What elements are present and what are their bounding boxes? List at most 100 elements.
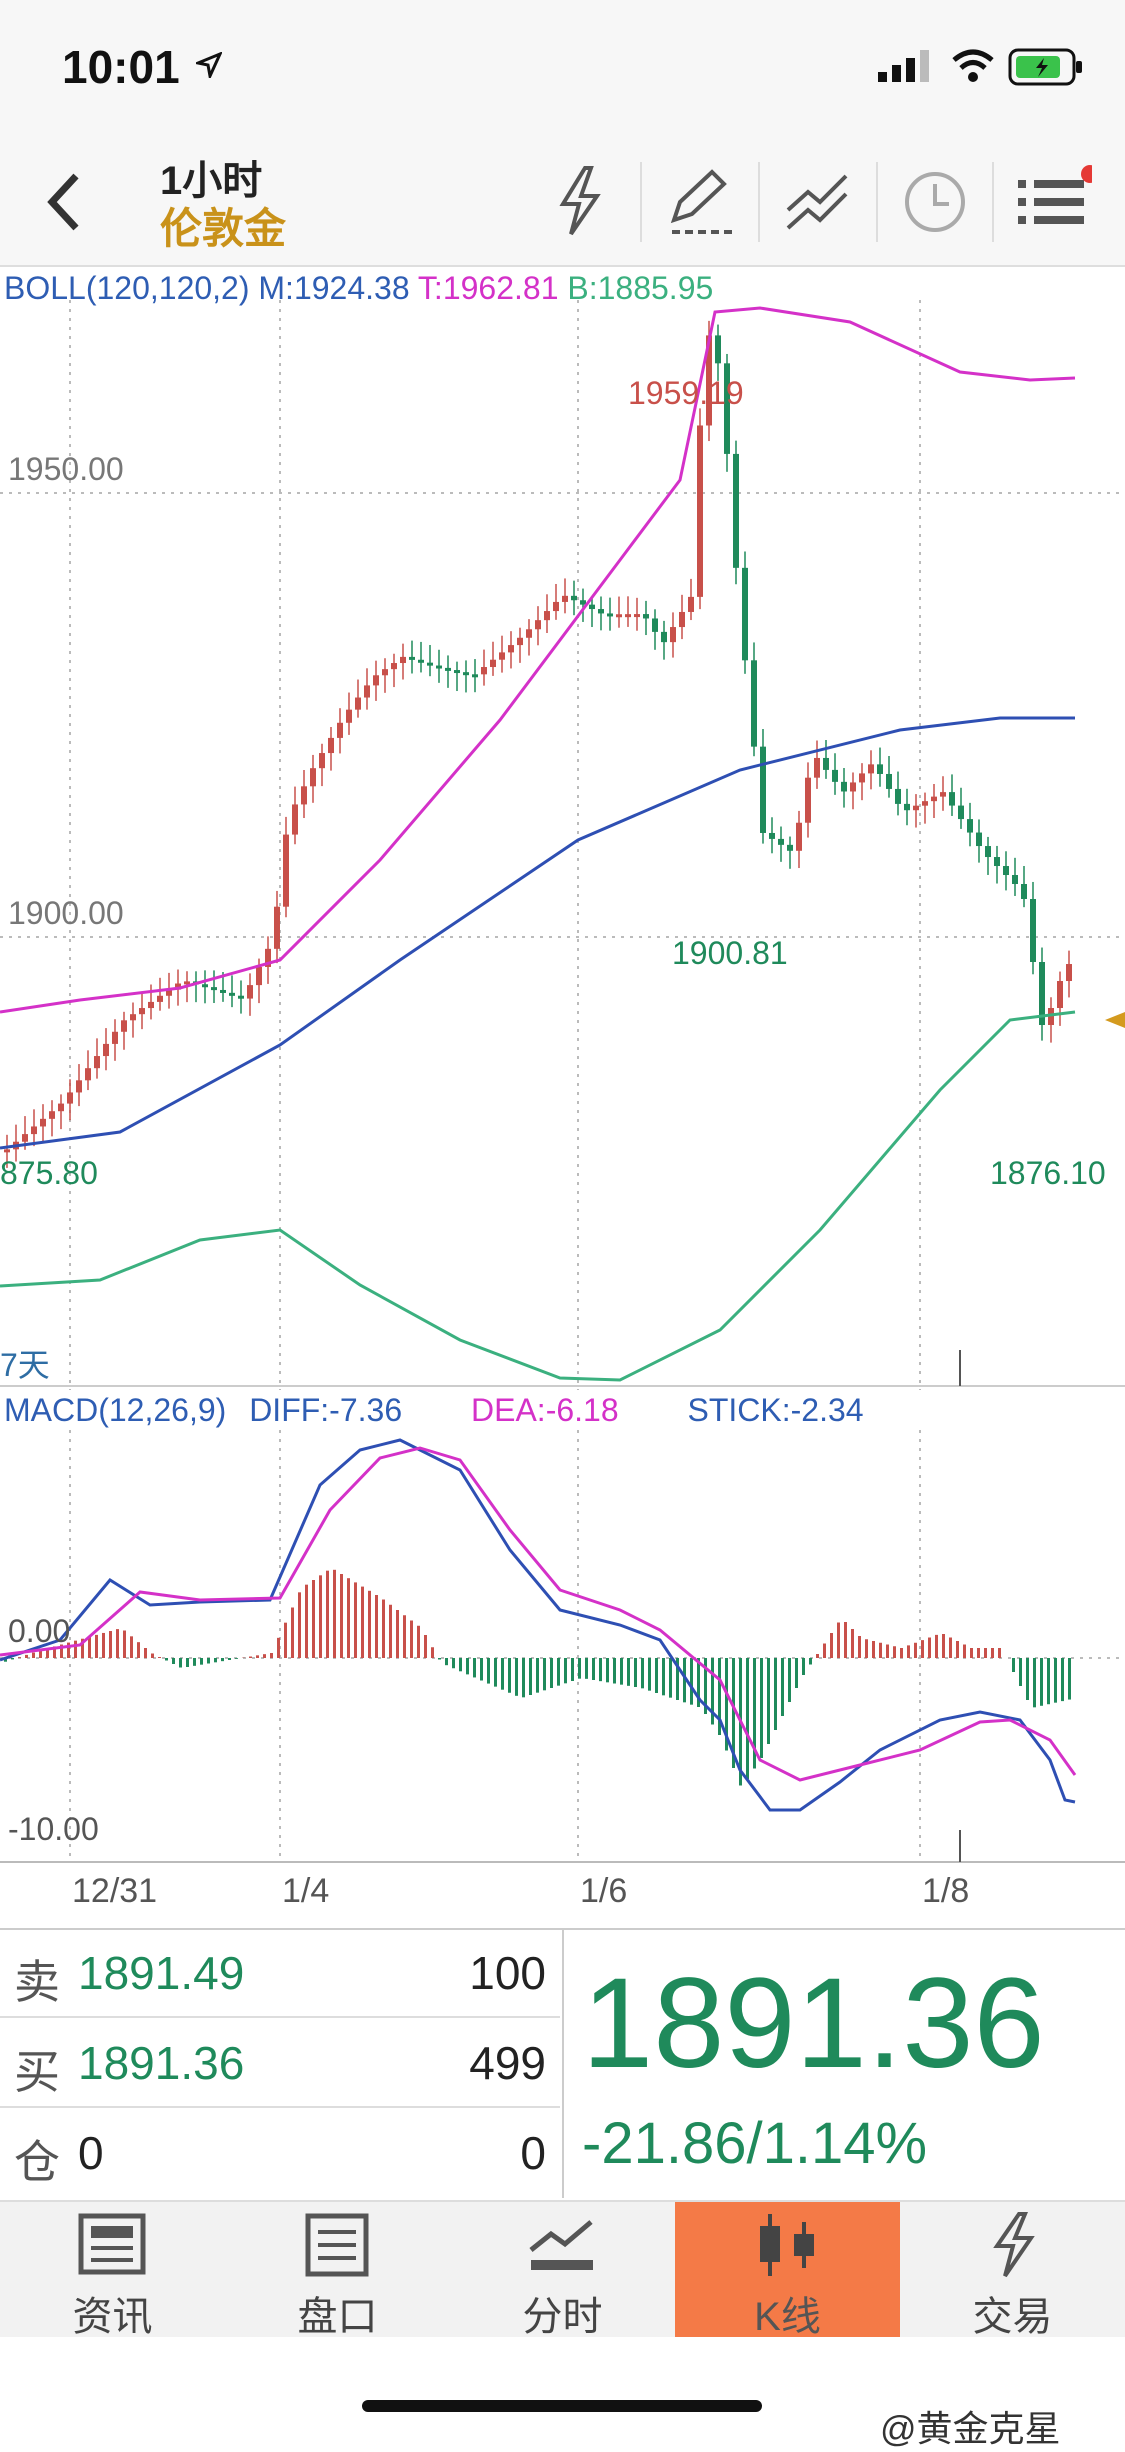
candle-body (589, 605, 595, 609)
macd-bar (998, 1648, 1001, 1658)
macd-bar (291, 1608, 294, 1659)
candle-body (823, 758, 829, 770)
candle-body (202, 984, 208, 987)
macd-bar (802, 1658, 805, 1675)
candle-body (373, 675, 379, 685)
macd-bar (452, 1658, 455, 1668)
sell-row[interactable]: 卖 1891.49 100 (0, 1928, 560, 2018)
tab-kline-label: K线 (675, 2284, 900, 2342)
wifi-icon (950, 48, 996, 84)
candle-body (868, 764, 874, 773)
macd-bar (445, 1658, 448, 1665)
candle-body (805, 778, 811, 823)
macd-chart[interactable]: 0.00 -10.00 (0, 1430, 1125, 1870)
candle-body (886, 774, 892, 789)
candle-body (841, 782, 847, 792)
candle-body (337, 723, 343, 738)
candle-body (112, 1032, 118, 1044)
macd-bar (88, 1637, 91, 1658)
current-price-marker (1105, 1012, 1125, 1028)
candle-body (661, 632, 667, 642)
home-indicator[interactable] (362, 2400, 762, 2412)
macd-bar (760, 1658, 763, 1758)
macd-bar (921, 1640, 924, 1658)
candle-body (526, 629, 532, 638)
macd-bar (837, 1623, 840, 1659)
tab-bar: 资讯 盘口 分时 K线 交易 (0, 2200, 1125, 2337)
macd-bar (424, 1635, 427, 1658)
macd-bar (669, 1658, 672, 1698)
macd-bar (473, 1658, 476, 1677)
candle-body (634, 614, 640, 617)
candle-body (571, 596, 577, 600)
nav-divider (758, 162, 760, 242)
watermark: @黄金克星 (880, 2400, 1061, 2452)
macd-bar (550, 1658, 553, 1688)
trend-line-icon[interactable] (780, 162, 860, 242)
macd-bar (32, 1653, 35, 1658)
tab-kline[interactable]: K线 (675, 2202, 900, 2337)
macd-bar (942, 1634, 945, 1658)
nav-divider (992, 162, 994, 242)
macd-bar (95, 1635, 98, 1658)
candle-body (22, 1134, 28, 1142)
macd-bar (102, 1633, 105, 1658)
position-value: 0 (78, 2126, 104, 2180)
macd-bar (872, 1641, 875, 1658)
lightning-icon[interactable] (545, 162, 625, 242)
tab-timeshare[interactable]: 分时 (450, 2202, 675, 2337)
macd-bar (788, 1658, 791, 1702)
macd-info: MACD(12,26,9) DIFF:-7.36 DEA:-6.18 STICK… (4, 1392, 864, 1429)
dea-line (0, 1448, 1075, 1780)
candle-body (751, 660, 757, 746)
tab-orderbook[interactable]: 盘口 (225, 2202, 450, 2337)
sell-price: 1891.49 (78, 1946, 244, 2000)
buy-row[interactable]: 买 1891.36 499 (0, 2018, 560, 2108)
macd-bar (935, 1635, 938, 1658)
tab-trade[interactable]: 交易 (900, 2202, 1125, 2337)
candle-body (31, 1126, 37, 1134)
boll-middle-line (0, 718, 1075, 1148)
candle-body (382, 669, 388, 675)
macd-label: MACD(12,26,9) (4, 1392, 226, 1428)
macd-bar (592, 1658, 595, 1680)
menu-icon[interactable] (1012, 162, 1092, 242)
macd-bar (1026, 1658, 1029, 1700)
macd-bar (368, 1591, 371, 1658)
draw-pen-icon[interactable] (662, 162, 742, 242)
candles-group (4, 321, 1072, 1168)
macd-bar (991, 1648, 994, 1658)
tab-news[interactable]: 资讯 (0, 2202, 225, 2337)
macd-bar (767, 1658, 770, 1744)
candle-body (391, 663, 397, 669)
macd-bar (963, 1645, 966, 1659)
tab-news-label: 资讯 (0, 2284, 225, 2342)
candle-body (328, 738, 334, 753)
macd-bar (382, 1600, 385, 1659)
location-arrow-icon (196, 52, 222, 78)
candle-body (427, 663, 433, 666)
price-chart[interactable]: 1950.00 1900.00 1959.19 875.80 1900.81 1… (0, 300, 1125, 1390)
candle-body (40, 1119, 46, 1127)
candle-body (130, 1014, 136, 1020)
candle-body (508, 645, 514, 652)
macd-bar (137, 1642, 140, 1658)
instrument-name[interactable]: 伦敦金 (160, 195, 286, 256)
macd-bar (319, 1575, 322, 1658)
macd-bar (865, 1639, 868, 1658)
macd-bar (403, 1615, 406, 1658)
clock-icon[interactable] (895, 162, 975, 242)
macd-bar (417, 1626, 420, 1658)
signal-icon (878, 50, 934, 84)
back-icon[interactable] (44, 172, 84, 232)
x-tick-0108: 1/8 (922, 1872, 969, 1911)
macd-bar (466, 1658, 469, 1674)
macd-bar (746, 1658, 749, 1779)
position-row[interactable]: 仓 0 0 (0, 2108, 560, 2196)
candle-body (832, 770, 838, 782)
macd-bar (431, 1647, 434, 1658)
candle-body (1021, 884, 1027, 899)
candle-body (814, 758, 820, 778)
macd-bar (326, 1571, 329, 1658)
macd-bar (977, 1648, 980, 1658)
